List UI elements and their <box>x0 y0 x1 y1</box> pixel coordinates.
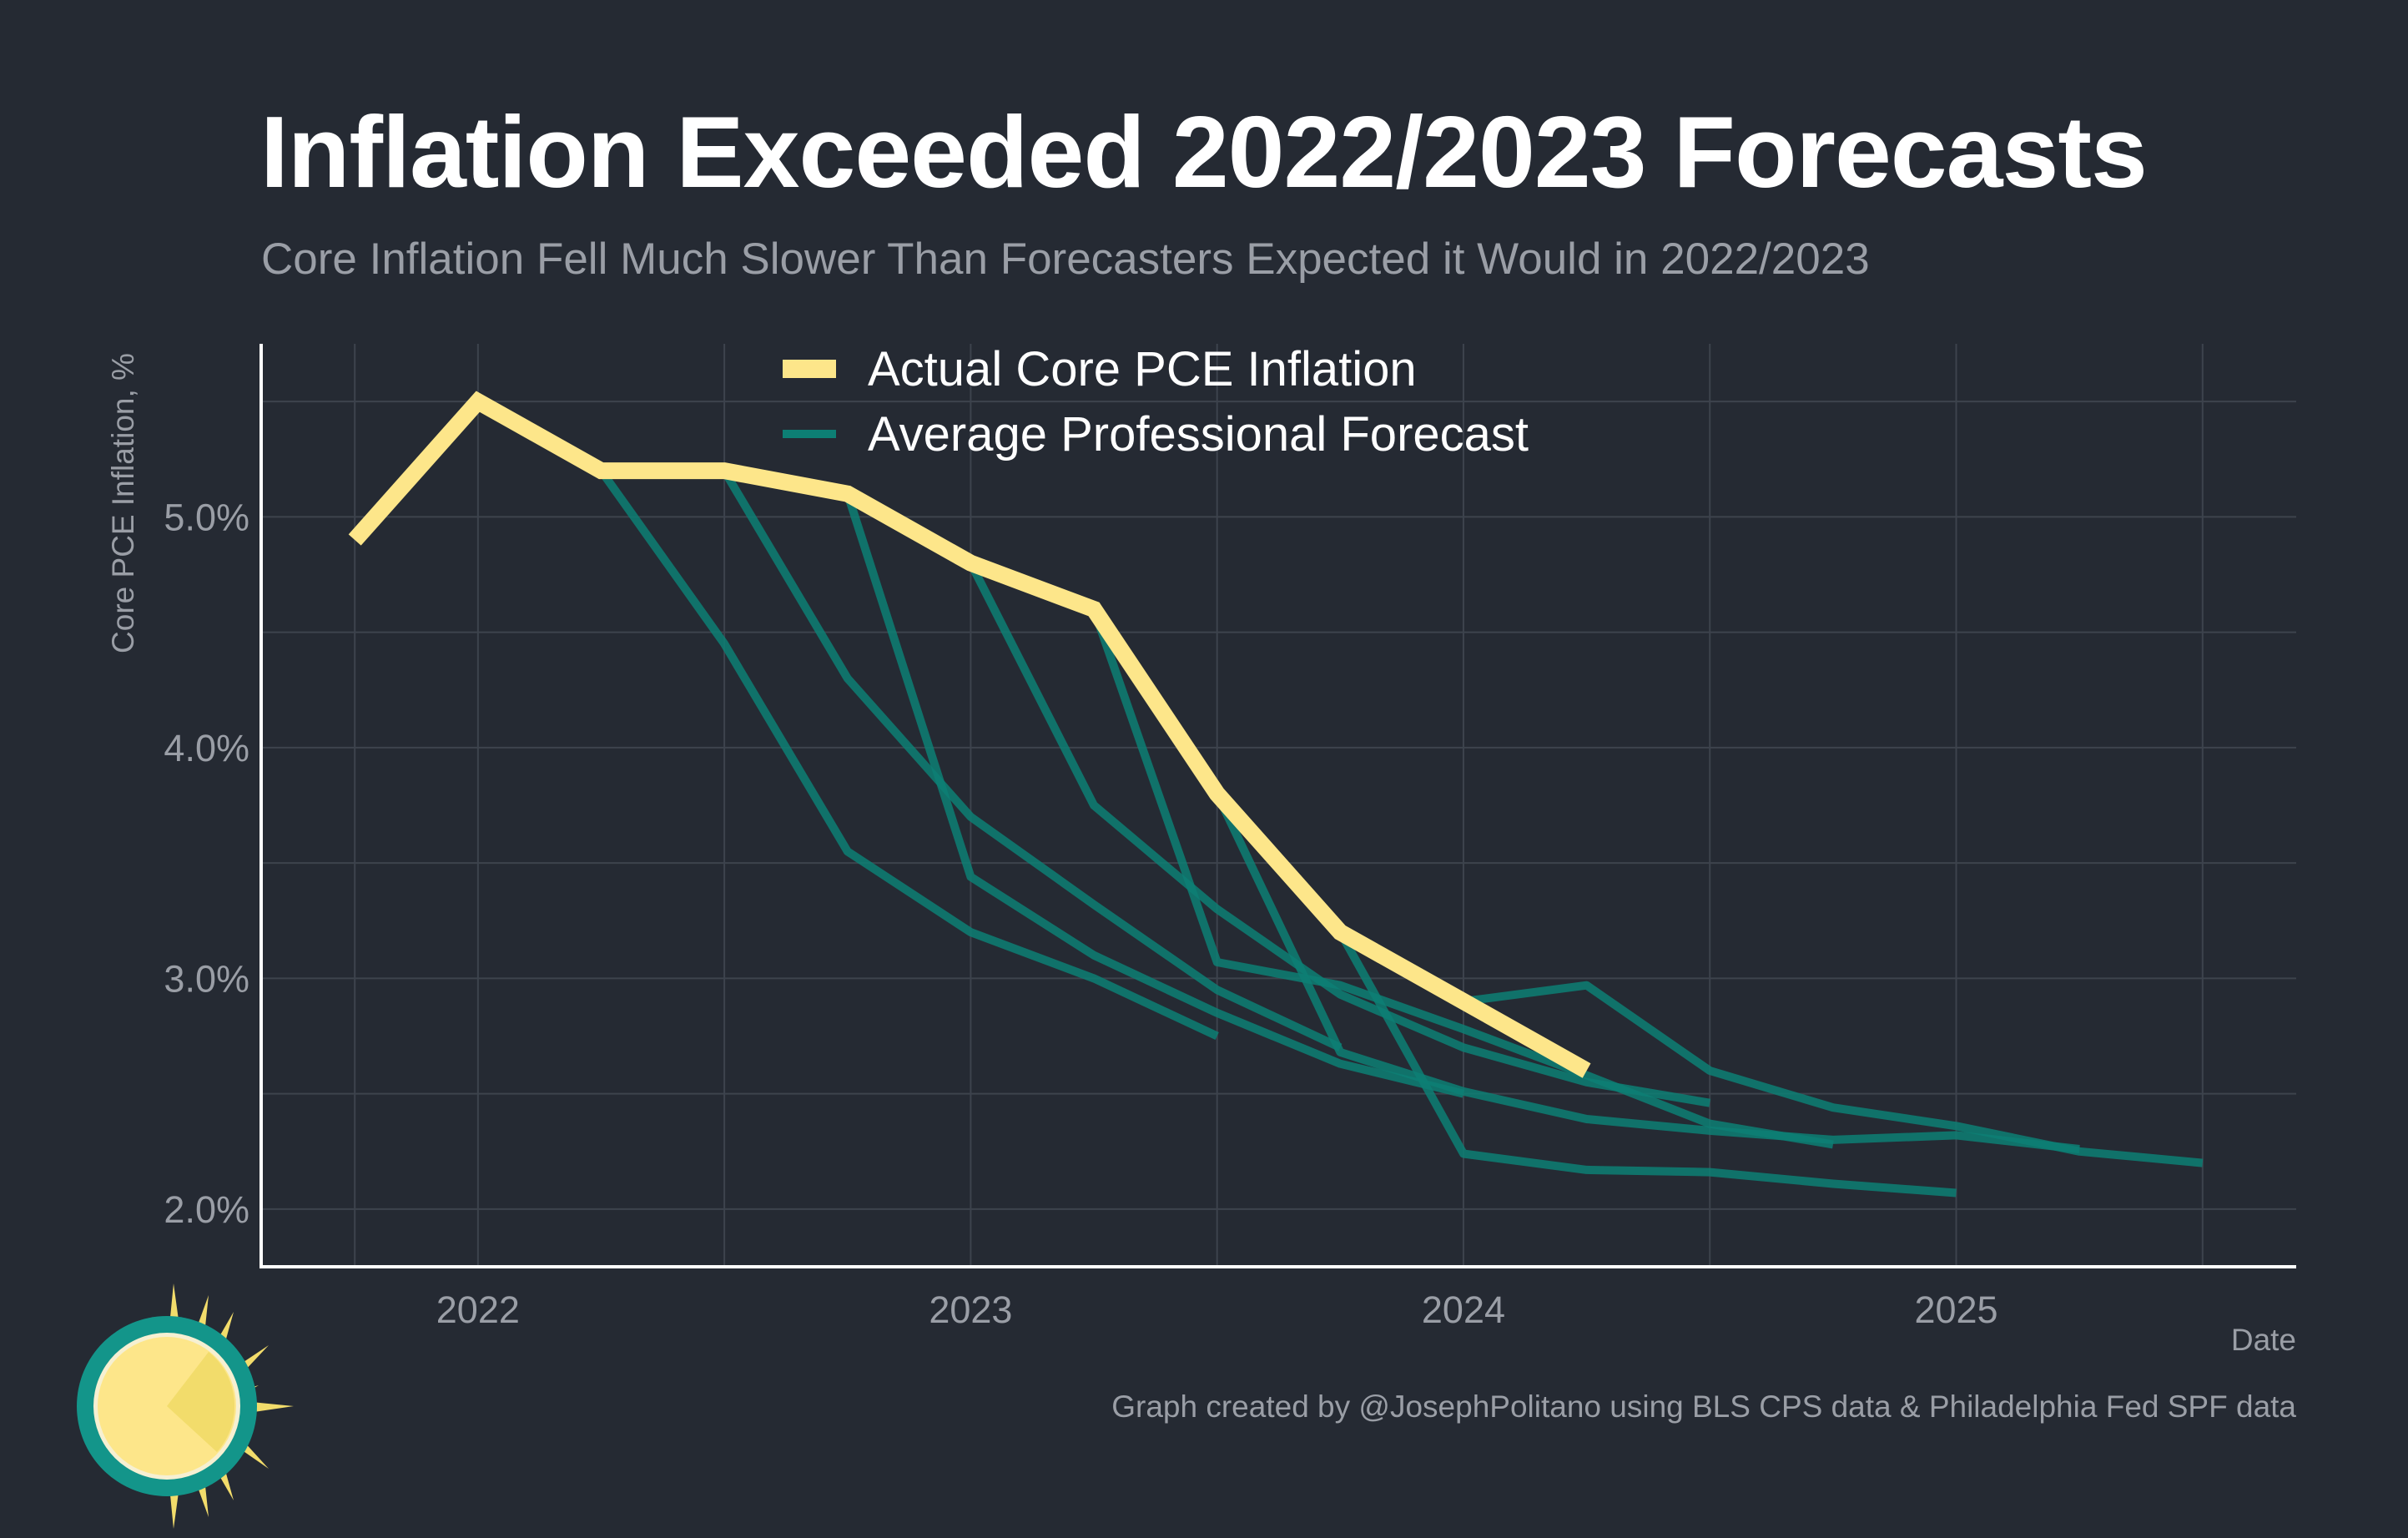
forecast-line <box>1336 930 1957 1198</box>
x-tick-label: 2025 <box>1914 1288 1997 1331</box>
forecast-line <box>720 468 1343 1051</box>
x-tick-label: 2024 <box>1422 1288 1505 1331</box>
grid-lines <box>261 344 2296 1267</box>
x-axis-label: Date <box>2230 1323 2296 1357</box>
actual-line <box>348 391 1591 1078</box>
y-tick-label: 3.0% <box>164 957 249 1000</box>
y-tick-label: 5.0% <box>164 496 249 538</box>
forecast-lines <box>597 468 2204 1198</box>
y-tick-label: 2.0% <box>164 1188 249 1231</box>
chart-subtitle: Core Inflation Fell Much Slower Than For… <box>261 234 1870 284</box>
forecast-line <box>1090 608 1834 1149</box>
source-caption: Graph created by @JosephPolitano using B… <box>1111 1389 2296 1424</box>
legend: Actual Core PCE Inflation Average Profess… <box>783 342 1529 461</box>
forecast-line <box>1463 981 2204 1167</box>
y-tick-label: 4.0% <box>164 727 249 769</box>
legend-label: Actual Core PCE Inflation <box>868 342 1417 396</box>
chart-title: Inflation Exceeded 2022/2023 Forecasts <box>260 95 2148 209</box>
forecast-line <box>844 492 1465 1098</box>
axes <box>259 344 2296 1268</box>
x-tick-label: 2023 <box>929 1288 1012 1331</box>
forecast-line <box>966 561 1711 1107</box>
x-tick-label: 2022 <box>436 1288 520 1331</box>
sun-logo-icon <box>77 1283 294 1529</box>
forecast-line <box>1213 792 2080 1153</box>
forecast-line <box>597 468 1219 1041</box>
legend-label: Average Professional Forecast <box>868 407 1529 461</box>
tick-labels: 2.0% 3.0% 4.0% 5.0% 2022 2023 2024 2025 <box>164 496 1997 1331</box>
actual-line-group <box>348 391 1591 1078</box>
